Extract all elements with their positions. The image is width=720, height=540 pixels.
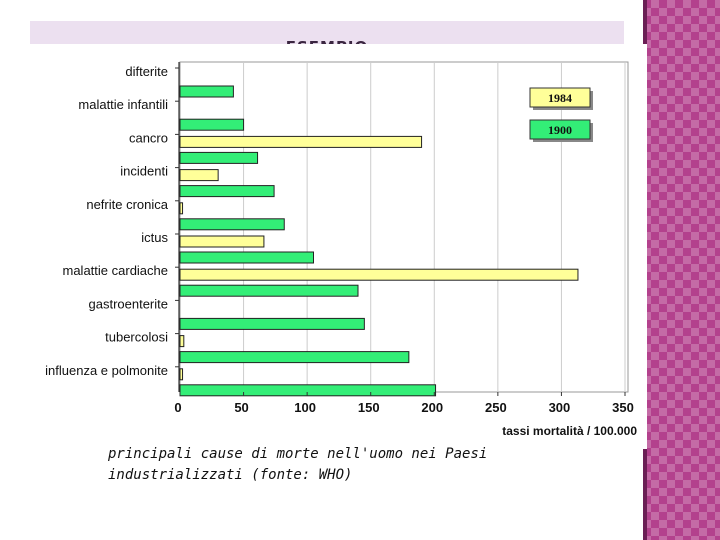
category-label: gastroenterite <box>89 296 169 311</box>
category-label: tubercolosi <box>105 330 168 345</box>
bar-1984-3 <box>179 169 219 182</box>
bar-1984-5 <box>179 235 265 248</box>
category-label: malattie infantili <box>78 97 168 112</box>
legend-swatch-1900 <box>529 119 591 140</box>
legend: 1984 1900 <box>529 87 593 142</box>
category-label: cancro <box>129 130 168 145</box>
x-tick-label: 200 <box>421 400 443 415</box>
x-tick-label: 350 <box>612 400 634 415</box>
bar-1984-9 <box>179 368 184 381</box>
bar-1900-6 <box>179 284 359 297</box>
legend-swatch-1984 <box>529 87 591 108</box>
legend-label-1984: 1984 <box>548 91 572 105</box>
bar-1984-2 <box>179 135 423 148</box>
tick-labels: 0 50 100 150 200 250 300 350 <box>174 400 633 415</box>
category-labels: difterite malattie infantili cancro inciden… <box>45 64 169 378</box>
bar-1900-5 <box>179 251 314 264</box>
x-tick-label: 0 <box>174 400 181 415</box>
bar-1900-9 <box>179 384 437 397</box>
chart-frame <box>10 44 647 449</box>
category-label: ictus <box>141 230 168 245</box>
grid-lines <box>179 61 629 393</box>
bar-1900-0 <box>179 85 234 98</box>
bar-1984-6 <box>179 268 579 281</box>
legend-label-1900: 1900 <box>548 123 572 137</box>
bar-1900-4 <box>179 218 285 231</box>
x-axis-label: tassi mortalità / 100.000 <box>502 424 637 438</box>
bar-1984-8 <box>179 335 185 348</box>
bar-1900-7 <box>179 317 365 330</box>
category-label: nefrite cronica <box>86 197 168 212</box>
category-label: difterite <box>125 64 168 79</box>
bars <box>179 85 579 397</box>
x-tick-label: 150 <box>358 400 380 415</box>
bar-1900-3 <box>179 185 275 198</box>
decorative-band <box>643 0 720 540</box>
axes <box>175 62 626 396</box>
bar-1984-4 <box>179 202 184 215</box>
bar-1900-1 <box>179 118 245 131</box>
bar-1900-2 <box>179 151 259 164</box>
x-tick-label: 300 <box>549 400 571 415</box>
bar-1900-8 <box>179 351 410 364</box>
x-tick-label: 50 <box>234 400 248 415</box>
x-tick-label: 100 <box>294 400 316 415</box>
x-tick-label: 250 <box>485 400 507 415</box>
category-label: influenza e polmonite <box>45 363 168 378</box>
caption: principali cause di morte nell'uomo nei … <box>108 446 488 483</box>
category-label: incidenti <box>120 164 168 179</box>
category-label: malattie cardiache <box>63 263 169 278</box>
